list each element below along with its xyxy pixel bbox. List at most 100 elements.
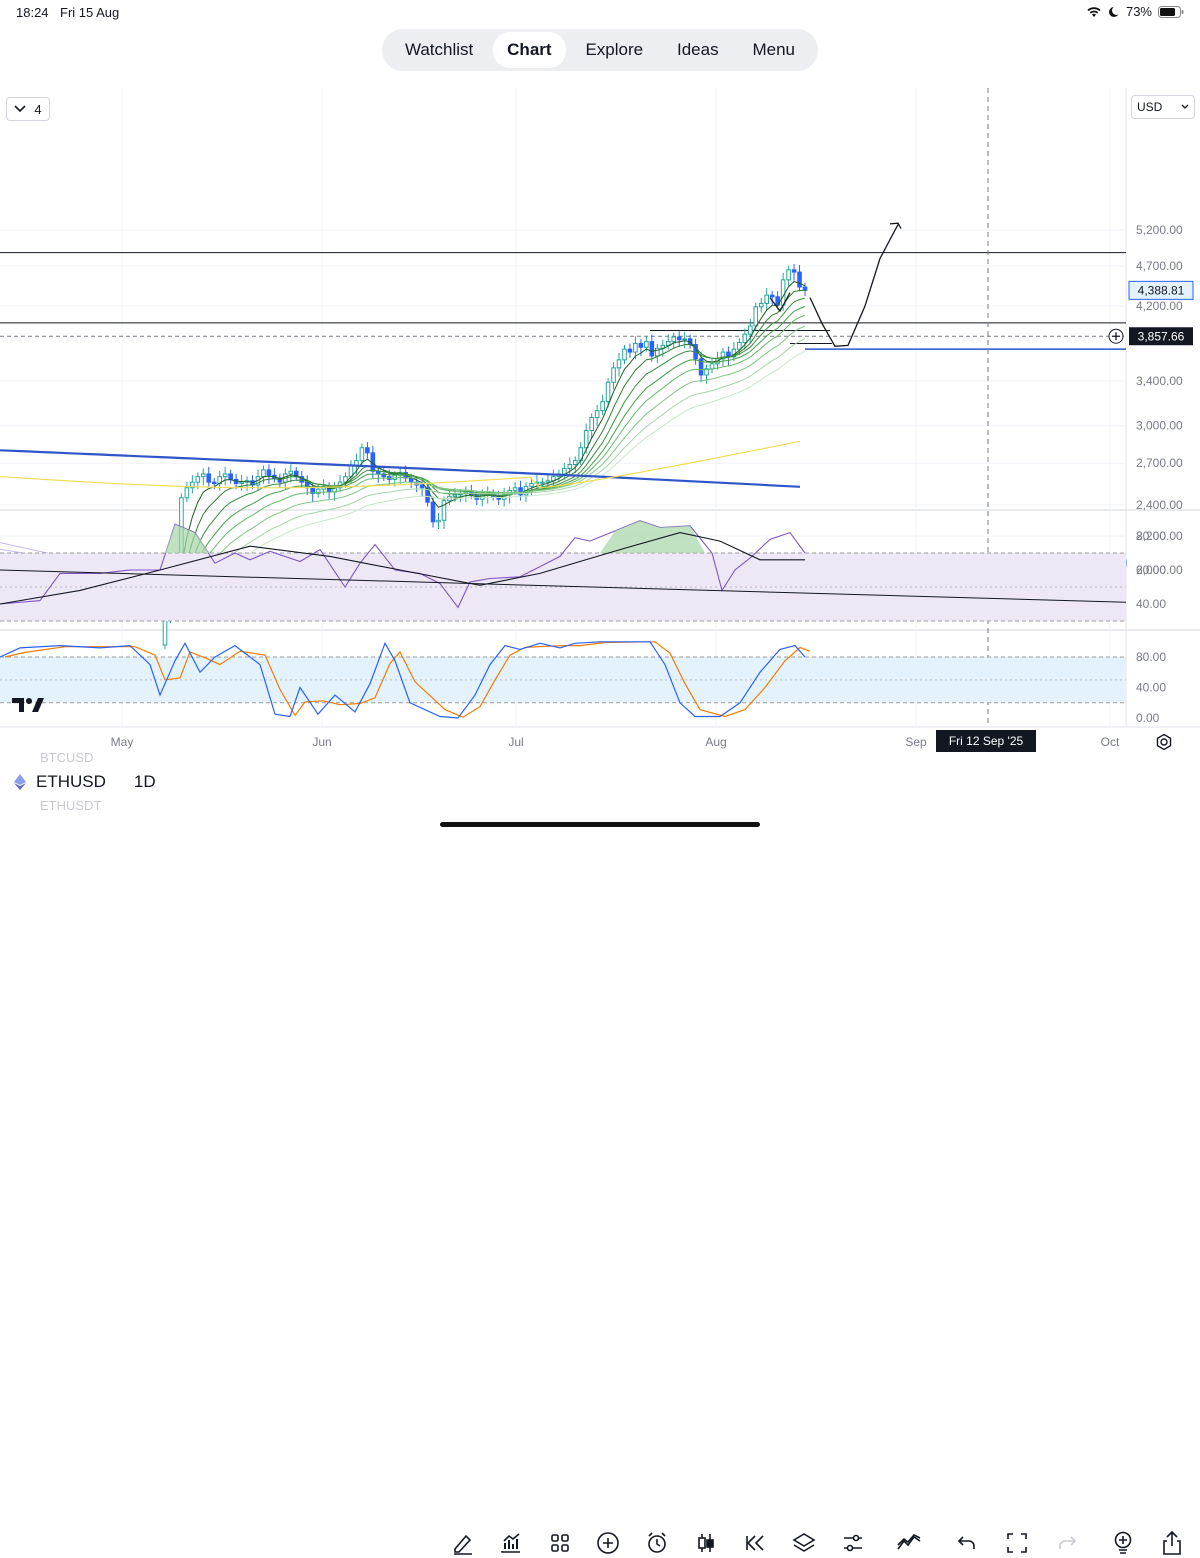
crosshair-date-label: Fri 12 Sep '25: [936, 730, 1036, 752]
candle-body: [665, 341, 671, 346]
candle-body: [676, 336, 682, 341]
candle-body: [704, 368, 709, 376]
tab-watchlist[interactable]: Watchlist: [404, 40, 474, 59]
indicators-button[interactable]: [496, 1528, 526, 1558]
layouts-button[interactable]: [545, 1528, 575, 1558]
symbol-ghost-below: ETHUSDT: [40, 798, 102, 813]
drawing-icon: [454, 1534, 472, 1555]
settings-button[interactable]: [838, 1528, 868, 1558]
chart-type-button[interactable]: [691, 1528, 721, 1558]
candle-body: [452, 494, 458, 497]
compare-button[interactable]: [894, 1528, 924, 1558]
candle-body: [430, 501, 436, 523]
candle-body: [512, 487, 518, 492]
candle-body: [261, 469, 266, 478]
symbol-ghost-above: BTCUSD: [40, 750, 94, 765]
battery-percent: 73%: [1125, 4, 1152, 19]
tab-ideas[interactable]: Ideas: [676, 40, 719, 59]
indicator-collapse-button[interactable]: 4: [6, 97, 50, 121]
candle-body: [436, 519, 441, 523]
tab-explore[interactable]: Explore: [585, 40, 644, 59]
candle-body: [228, 473, 233, 480]
status-right: 73%: [1086, 4, 1184, 19]
price-tick-label: 3,000.00: [1136, 419, 1183, 433]
drawing-tool-button[interactable]: [448, 1528, 478, 1558]
compare-icon: [897, 1534, 921, 1550]
indicators-icon: [501, 1533, 520, 1553]
candle-body: [529, 483, 534, 487]
interval-label[interactable]: 1D: [133, 772, 156, 791]
time-tick-label: Jul: [508, 735, 523, 749]
stoch-tick-label: 0.00: [1136, 711, 1160, 725]
share-icon: [1163, 1530, 1181, 1555]
wifi-icon: [1087, 6, 1101, 17]
time-tick-label: Jun: [312, 735, 331, 749]
candle-body: [195, 476, 201, 483]
candle-body: [211, 481, 217, 485]
candle-body: [644, 341, 649, 348]
price-tick-label: 4,700.00: [1136, 259, 1183, 273]
candle-body: [758, 302, 764, 308]
candle-body: [222, 473, 228, 478]
currency-select[interactable]: USD: [1131, 95, 1195, 119]
plus-icon-cross: [1112, 332, 1120, 341]
add-button[interactable]: [593, 1528, 623, 1558]
rsi-ma-line: [0, 532, 805, 605]
ema-ribbon-line: [165, 314, 806, 573]
price-tick-label: 2,000.00: [1136, 563, 1183, 577]
time-tick-label: May: [111, 735, 134, 749]
redo-button[interactable]: [1052, 1528, 1082, 1558]
crosshair-price-badge: [1129, 327, 1193, 346]
home-indicator: [440, 822, 760, 827]
ema-ribbon-line: [165, 338, 806, 573]
ema-ribbon-line: [165, 306, 806, 573]
candle-body: [802, 286, 808, 291]
candle-body: [518, 487, 523, 496]
candle-body: [190, 481, 195, 489]
ma-yellow-line: [0, 440, 801, 489]
candle-body: [769, 294, 775, 298]
candle-body: [540, 481, 545, 484]
tradingview-logo: [12, 698, 44, 712]
alert-button[interactable]: [642, 1528, 672, 1558]
idea-button[interactable]: [1108, 1528, 1138, 1558]
candle-body: [633, 342, 638, 353]
candle-body: [764, 294, 770, 304]
ethereum-icon: [14, 774, 26, 790]
replay-button[interactable]: [740, 1528, 770, 1558]
undo-button[interactable]: [952, 1528, 982, 1558]
candle-body: [627, 348, 633, 353]
candle-body: [742, 333, 748, 344]
candle-body: [583, 429, 589, 449]
layers-icon: [792, 1533, 816, 1552]
ema-ribbon-line: [165, 280, 806, 573]
fullscreen-button[interactable]: [1002, 1528, 1032, 1558]
chevron-down-icon: [1181, 104, 1189, 109]
candle-body: [589, 417, 594, 431]
stoch-tick-label: 80.00: [1136, 650, 1166, 664]
candle-body: [605, 381, 611, 403]
tab-menu[interactable]: Menu: [752, 40, 795, 59]
indicator-count: 4: [34, 101, 42, 117]
time-tick-label: Oct: [1101, 735, 1120, 749]
idea-icon: [1114, 1531, 1132, 1554]
stoch-d-line: [4, 641, 811, 718]
redo-icon: [1059, 1536, 1077, 1549]
symbol-selector[interactable]: ETHUSD 1D: [14, 772, 156, 792]
candle-body: [594, 410, 600, 419]
replay-icon: [746, 1535, 764, 1551]
candle-body: [780, 279, 786, 306]
candle-body: [611, 367, 616, 383]
share-button[interactable]: [1157, 1528, 1187, 1558]
ema-ribbon-line: [165, 290, 805, 573]
price-tick-label: 3,400.00: [1136, 374, 1183, 388]
chevron-down-icon: [14, 105, 26, 113]
layouts-icon: [551, 1534, 569, 1552]
gear-icon[interactable]: [1155, 733, 1173, 751]
candle-body: [655, 347, 660, 357]
tab-chart[interactable]: Chart: [493, 32, 566, 68]
layers-button[interactable]: [789, 1528, 819, 1558]
small-drawing: [769, 292, 791, 313]
price-chart[interactable]: 5,200.00 4,700.00 4,200.00 3,400.00 3,000.00…: [0, 88, 1200, 758]
candle-body: [797, 271, 802, 288]
